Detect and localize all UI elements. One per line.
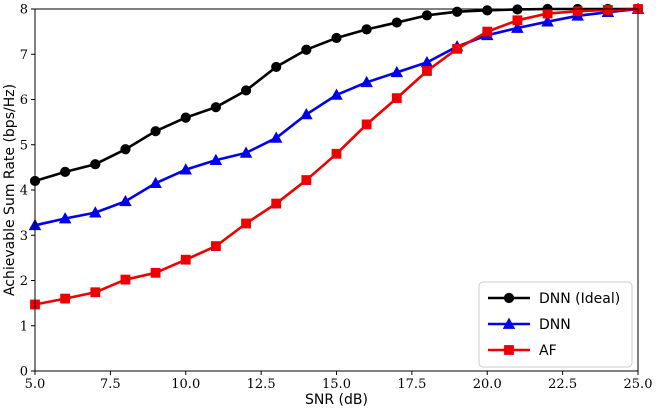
data-point — [542, 8, 553, 19]
series-square — [30, 4, 643, 310]
data-point — [391, 93, 402, 104]
data-point — [300, 108, 313, 120]
x-tick-label: 7.5 — [100, 377, 121, 392]
x-tick-label: 15.0 — [322, 377, 351, 392]
data-point — [120, 274, 131, 285]
data-point — [301, 44, 312, 55]
y-tick-label: 1 — [20, 319, 28, 334]
data-point — [511, 21, 524, 33]
data-point — [89, 206, 102, 218]
data-point — [482, 5, 493, 16]
x-tick-label: 17.5 — [397, 377, 426, 392]
y-tick-label: 0 — [20, 365, 28, 380]
data-point — [271, 198, 282, 209]
x-axis-label: SNR (dB) — [305, 392, 368, 408]
series-layer — [29, 3, 644, 310]
data-point — [90, 159, 101, 170]
data-point — [331, 148, 342, 159]
legend-box — [478, 281, 633, 368]
data-point — [120, 144, 131, 155]
data-point — [331, 32, 342, 44]
y-tick-label: 6 — [20, 93, 28, 108]
legend-label: DNN — [539, 317, 571, 333]
data-point — [119, 194, 132, 207]
y-tick-label: 4 — [20, 184, 28, 199]
y-tick-label: 5 — [20, 138, 28, 153]
x-tick-label: 10.0 — [171, 377, 200, 392]
data-point — [269, 131, 283, 143]
x-tick-label: 12.5 — [247, 377, 276, 392]
data-point — [210, 102, 221, 113]
data-point — [271, 61, 282, 73]
x-tick-label: 20.0 — [473, 377, 502, 392]
legend-item: DNN — [488, 317, 571, 333]
data-point — [301, 175, 312, 185]
data-point — [452, 6, 463, 17]
data-point — [330, 88, 343, 100]
data-point — [58, 212, 72, 224]
ticks-layer: 5.0 7.5 10.0 12.5 15.0 17.5 20.0 22.5 25.0 0 1 2 3 4 5… — [20, 3, 653, 393]
legend-label: DNN (Ideal) — [539, 291, 620, 307]
x-tick-label: 25.0 — [624, 377, 653, 392]
data-point — [360, 75, 373, 88]
data-point — [239, 146, 253, 158]
legend-item: AF — [488, 343, 557, 359]
legend: DNN (Ideal) DNN AF — [478, 281, 633, 368]
y-tick-label: 2 — [20, 274, 28, 289]
data-point — [390, 65, 404, 78]
y-tick-label: 7 — [20, 48, 28, 63]
x-tick-label: 5.0 — [25, 377, 46, 392]
data-point — [421, 10, 433, 21]
legend-marker — [504, 345, 514, 355]
data-point — [512, 15, 523, 26]
data-point — [90, 287, 101, 298]
legend-label: AF — [539, 343, 557, 359]
legend-marker — [502, 317, 516, 329]
data-point — [361, 119, 372, 130]
data-point — [240, 85, 252, 96]
data-point — [241, 218, 251, 229]
data-point — [391, 17, 402, 28]
data-point — [209, 153, 223, 165]
legend-item: DNN (Ideal) — [488, 291, 620, 307]
data-point — [602, 5, 613, 15]
data-point — [150, 126, 161, 137]
data-point — [180, 254, 191, 265]
legend-marker — [503, 292, 515, 304]
data-point — [361, 24, 372, 35]
data-point — [60, 166, 71, 177]
x-tick-label: 22.5 — [548, 377, 577, 392]
data-point — [452, 43, 463, 54]
y-axis-label: Achievable Sum Rate (bps/Hz) — [2, 84, 18, 296]
data-point — [422, 66, 432, 76]
data-point — [482, 26, 493, 37]
y-tick-label: 3 — [20, 229, 28, 244]
data-point — [572, 6, 583, 17]
data-point — [150, 267, 161, 278]
data-point — [541, 15, 554, 27]
data-point — [211, 241, 221, 252]
data-point — [180, 112, 191, 123]
y-tick-label: 8 — [20, 3, 28, 18]
data-point — [179, 163, 192, 175]
data-point — [60, 293, 71, 304]
data-point — [149, 176, 162, 189]
